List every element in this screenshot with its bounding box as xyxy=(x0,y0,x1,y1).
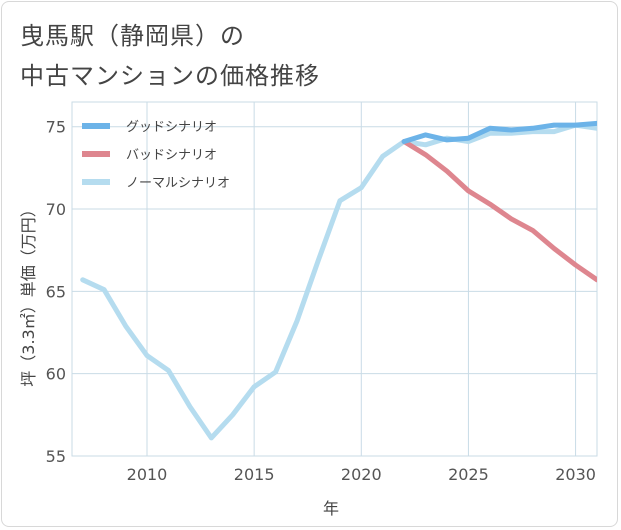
x-tick-label: 2020 xyxy=(341,465,382,484)
y-axis-title: 坪（3.3㎡）単価（万円） xyxy=(19,201,38,386)
legend-label: バッドシナリオ xyxy=(126,148,217,163)
series-line-normal xyxy=(80,122,597,441)
y-tick-label: 65 xyxy=(46,282,66,301)
x-tick-label: 2025 xyxy=(448,465,489,484)
y-tick-label: 60 xyxy=(46,365,66,384)
x-tick-label: 2010 xyxy=(127,465,168,484)
chart-title-line-2: 中古マンションの価格推移 xyxy=(20,62,320,90)
x-tick-label: 2015 xyxy=(234,465,275,484)
chart-title: 曳馬駅（静岡県）の 中古マンションの価格推移 xyxy=(20,16,320,96)
series-line-good xyxy=(401,120,597,144)
legend-label: ノーマルシナリオ xyxy=(126,176,230,191)
y-tick-label: 70 xyxy=(46,200,66,219)
y-tick-label: 55 xyxy=(46,447,66,466)
chart-title-line-1: 曳馬駅（静岡県）の xyxy=(20,22,245,50)
y-tick-label: 75 xyxy=(46,118,66,137)
x-tick-label: 2030 xyxy=(555,465,596,484)
legend-label: グッドシナリオ xyxy=(126,120,217,135)
x-axis-title: 年 xyxy=(323,499,339,518)
series-line-bad xyxy=(401,139,597,283)
